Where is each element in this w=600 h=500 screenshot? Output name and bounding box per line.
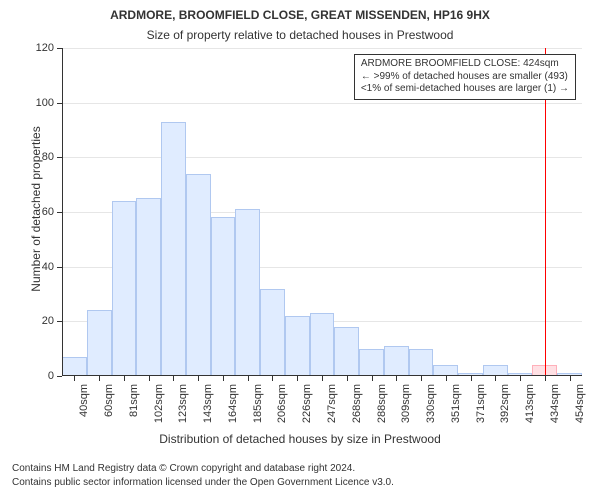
chart-subtitle: Size of property relative to detached ho… [0, 28, 600, 42]
bar [483, 365, 508, 376]
bar [285, 316, 310, 376]
x-tick-label: 309sqm [400, 384, 412, 434]
annotation-line3: <1% of semi-detached houses are larger (… [361, 83, 569, 96]
bar [409, 349, 434, 376]
bar [87, 310, 112, 376]
gridline [62, 157, 582, 158]
annotation-line1: ARDMORE BROOMFIELD CLOSE: 424sqm [361, 58, 569, 71]
x-tick-label: 413sqm [524, 384, 536, 434]
x-tick-mark [421, 376, 422, 381]
x-tick-label: 434sqm [549, 384, 561, 434]
x-axis-title: Distribution of detached houses by size … [0, 432, 600, 446]
x-tick-label: 247sqm [326, 384, 338, 434]
x-tick-mark [372, 376, 373, 381]
x-tick-mark [124, 376, 125, 381]
x-tick-mark [149, 376, 150, 381]
x-tick-label: 123sqm [177, 384, 189, 434]
x-tick-mark [446, 376, 447, 381]
y-tick-mark [57, 267, 62, 268]
x-tick-mark [471, 376, 472, 381]
plot-area: ARDMORE BROOMFIELD CLOSE: 424sqm ← >99% … [62, 48, 582, 376]
y-tick-label: 120 [26, 42, 54, 54]
x-tick-label: 454sqm [574, 384, 586, 434]
bar [310, 313, 335, 376]
x-tick-mark [99, 376, 100, 381]
x-tick-label: 40sqm [78, 384, 90, 434]
x-tick-mark [495, 376, 496, 381]
y-tick-label: 100 [26, 97, 54, 109]
chart-title-address: ARDMORE, BROOMFIELD CLOSE, GREAT MISSEND… [0, 8, 600, 22]
y-tick-mark [57, 157, 62, 158]
x-tick-mark [248, 376, 249, 381]
x-tick-label: 288sqm [376, 384, 388, 434]
y-axis-title: Number of detached properties [29, 119, 43, 299]
y-tick-mark [57, 212, 62, 213]
bar [211, 217, 236, 376]
y-tick-mark [57, 321, 62, 322]
bar [433, 365, 458, 376]
x-tick-mark [173, 376, 174, 381]
x-tick-label: 143sqm [202, 384, 214, 434]
x-tick-mark [347, 376, 348, 381]
y-tick-mark [57, 376, 62, 377]
footer-line1: Contains HM Land Registry data © Crown c… [12, 462, 600, 476]
y-tick-label: 0 [26, 370, 54, 382]
gridline [62, 48, 582, 49]
x-tick-mark [322, 376, 323, 381]
x-tick-label: 102sqm [153, 384, 165, 434]
x-tick-label: 351sqm [450, 384, 462, 434]
footer-line2: Contains public sector information licen… [12, 476, 600, 490]
x-tick-mark [396, 376, 397, 381]
bar [62, 357, 87, 376]
bar [112, 201, 137, 376]
bar [359, 349, 384, 376]
bar [136, 198, 161, 376]
y-tick-label: 20 [26, 315, 54, 327]
y-tick-mark [57, 103, 62, 104]
annotation-line2: ← >99% of detached houses are smaller (4… [361, 71, 569, 84]
x-tick-label: 185sqm [252, 384, 264, 434]
x-tick-label: 60sqm [103, 384, 115, 434]
x-tick-label: 392sqm [499, 384, 511, 434]
y-tick-mark [57, 48, 62, 49]
bar [260, 289, 285, 376]
x-tick-mark [74, 376, 75, 381]
x-tick-label: 330sqm [425, 384, 437, 434]
x-tick-mark [297, 376, 298, 381]
x-tick-mark [198, 376, 199, 381]
x-tick-label: 371sqm [475, 384, 487, 434]
x-tick-mark [570, 376, 571, 381]
x-tick-mark [545, 376, 546, 381]
chart-root: ARDMORE, BROOMFIELD CLOSE, GREAT MISSEND… [0, 0, 600, 500]
x-tick-mark [272, 376, 273, 381]
x-tick-label: 268sqm [351, 384, 363, 434]
bar [384, 346, 409, 376]
x-tick-mark [520, 376, 521, 381]
bar [161, 122, 186, 376]
x-tick-label: 206sqm [276, 384, 288, 434]
x-tick-label: 226sqm [301, 384, 313, 434]
x-tick-label: 164sqm [227, 384, 239, 434]
gridline [62, 103, 582, 104]
x-tick-mark [223, 376, 224, 381]
bar [186, 174, 211, 376]
x-tick-label: 81sqm [128, 384, 140, 434]
footer: Contains HM Land Registry data © Crown c… [0, 462, 600, 489]
annotation-box: ARDMORE BROOMFIELD CLOSE: 424sqm ← >99% … [354, 54, 576, 100]
bar [235, 209, 260, 376]
bar [334, 327, 359, 376]
